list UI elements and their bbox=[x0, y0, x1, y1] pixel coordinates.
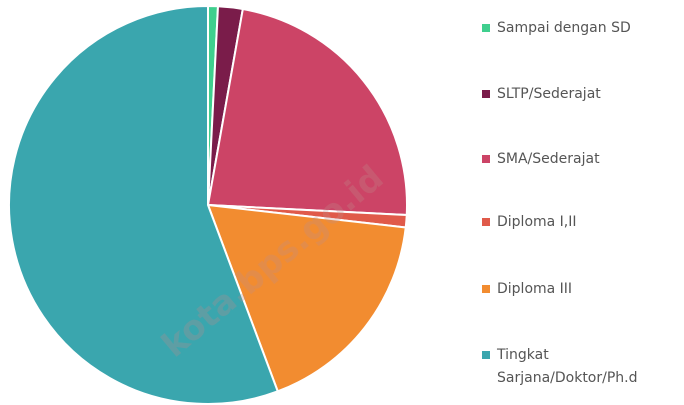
legend-label: Sampai dengan SD bbox=[497, 20, 631, 36]
legend-item: Sampai dengan SD bbox=[482, 17, 682, 40]
legend-label: Diploma III bbox=[497, 281, 573, 297]
legend-swatch bbox=[482, 24, 490, 32]
pie-slice bbox=[8, 4, 280, 405]
legend-item: SMA/Sederajat bbox=[482, 148, 682, 171]
legend-swatch bbox=[482, 218, 490, 226]
legend-label: SLTP/Sederajat bbox=[497, 86, 601, 102]
legend-item: Diploma I,II bbox=[482, 211, 682, 234]
pie-slice bbox=[206, 203, 407, 393]
legend-item: Diploma III bbox=[482, 278, 682, 301]
legend-label: SMA/Sederajat bbox=[497, 151, 600, 167]
legend-swatch bbox=[482, 155, 490, 163]
legend-swatch bbox=[482, 285, 490, 293]
legend-item: SLTP/Sederajat bbox=[482, 83, 682, 106]
legend-item: Tingkat Sarjana/Doktor/Ph.d bbox=[482, 344, 682, 390]
legend-label: Diploma I,II bbox=[497, 214, 577, 230]
legend-swatch bbox=[482, 351, 490, 359]
legend-label: Tingkat Sarjana/Doktor/Ph.d bbox=[497, 347, 638, 386]
legend-swatch bbox=[482, 90, 490, 98]
pie-slice bbox=[206, 7, 408, 217]
